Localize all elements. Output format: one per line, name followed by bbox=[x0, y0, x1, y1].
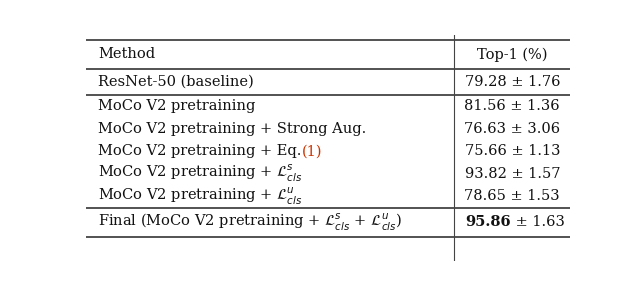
Text: MoCo V2 pretraining: MoCo V2 pretraining bbox=[99, 99, 256, 113]
Text: 79.28 ± 1.76: 79.28 ± 1.76 bbox=[465, 75, 560, 89]
Text: MoCo V2 pretraining + Strong Aug.: MoCo V2 pretraining + Strong Aug. bbox=[99, 122, 367, 136]
Text: (1): (1) bbox=[301, 144, 322, 158]
Text: 95.86: 95.86 bbox=[465, 215, 511, 229]
Text: Final (MoCo V2 pretraining + $\mathcal{L}^s_{cls}$ + $\mathcal{L}^u_{cls}$): Final (MoCo V2 pretraining + $\mathcal{L… bbox=[99, 212, 403, 233]
Text: MoCo V2 pretraining + Eq.: MoCo V2 pretraining + Eq. bbox=[99, 144, 301, 158]
Text: 81.56 ± 1.36: 81.56 ± 1.36 bbox=[465, 99, 560, 113]
Text: 78.65 ± 1.53: 78.65 ± 1.53 bbox=[465, 190, 560, 203]
Text: Top-1 (%): Top-1 (%) bbox=[477, 47, 547, 62]
Text: Method: Method bbox=[99, 47, 156, 61]
Text: 75.66 ± 1.13: 75.66 ± 1.13 bbox=[465, 144, 560, 158]
Text: 76.63 ± 3.06: 76.63 ± 3.06 bbox=[464, 122, 561, 136]
Text: MoCo V2 pretraining + $\mathcal{L}^s_{cls}$: MoCo V2 pretraining + $\mathcal{L}^s_{cl… bbox=[99, 163, 303, 185]
Text: MoCo V2 pretraining + $\mathcal{L}^u_{cls}$: MoCo V2 pretraining + $\mathcal{L}^u_{cl… bbox=[99, 186, 303, 207]
Text: ResNet-50 (baseline): ResNet-50 (baseline) bbox=[99, 75, 254, 89]
Text: ± 1.63: ± 1.63 bbox=[511, 215, 565, 229]
Text: 93.82 ± 1.57: 93.82 ± 1.57 bbox=[465, 167, 560, 181]
